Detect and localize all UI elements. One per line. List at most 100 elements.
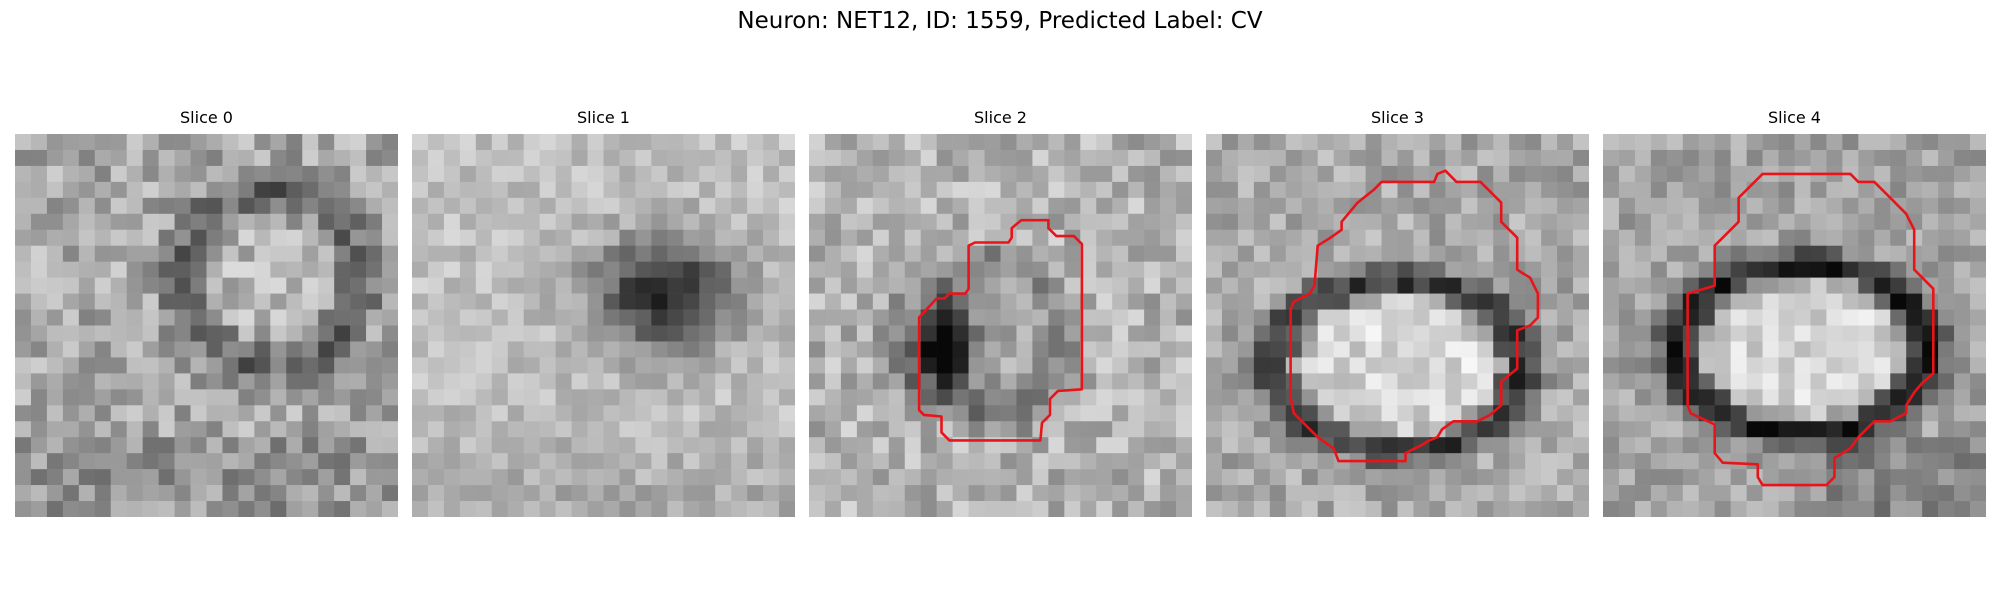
image-pixel — [635, 357, 652, 374]
image-pixel — [571, 501, 588, 517]
image-pixel — [1954, 357, 1971, 374]
image-pixel — [427, 469, 445, 486]
image-pixel — [1603, 373, 1620, 390]
image-pixel — [270, 469, 287, 486]
image-pixel — [1938, 405, 1955, 422]
image-pixel — [1128, 421, 1145, 438]
image-pixel — [1477, 213, 1494, 231]
image-pixel — [1541, 197, 1558, 215]
image-pixel — [1858, 373, 1875, 390]
image-pixel — [1429, 149, 1446, 167]
image-pixel — [1096, 277, 1113, 294]
image-pixel — [443, 501, 461, 517]
image-pixel — [824, 405, 842, 422]
image-pixel — [366, 165, 383, 183]
image-pixel — [46, 469, 64, 486]
image-pixel — [174, 245, 191, 262]
image-pixel — [1016, 134, 1033, 151]
image-pixel — [427, 149, 445, 167]
image-pixel — [1970, 405, 1986, 422]
image-pixel — [459, 229, 477, 247]
image-pixel — [699, 437, 716, 454]
image-pixel — [1144, 277, 1161, 294]
image-pixel — [1557, 134, 1574, 151]
image-pixel — [667, 501, 684, 517]
image-pixel — [1397, 149, 1414, 167]
image-pixel — [872, 357, 890, 374]
image-pixel — [1922, 357, 1939, 374]
image-pixel — [619, 229, 636, 247]
image-pixel — [1778, 421, 1795, 438]
image-pixel — [1778, 341, 1795, 358]
image-pixel — [920, 293, 937, 310]
image-pixel — [1096, 437, 1113, 454]
image-pixel — [747, 165, 764, 183]
image-pixel — [1826, 245, 1843, 262]
image-pixel — [747, 453, 764, 470]
image-pixel — [1509, 405, 1526, 422]
image-pixel — [46, 197, 64, 215]
image-pixel — [651, 469, 668, 486]
image-pixel — [1650, 213, 1668, 231]
image-pixel — [683, 245, 700, 262]
image-pixel — [1221, 309, 1239, 326]
image-pixel — [1778, 181, 1795, 199]
image-pixel — [1429, 405, 1446, 422]
image-pixel — [1381, 245, 1398, 262]
image-pixel — [46, 421, 64, 438]
image-pixel — [1429, 213, 1446, 231]
image-pixel — [158, 325, 175, 342]
image-pixel — [1160, 357, 1177, 374]
image-pixel — [1301, 134, 1319, 151]
image-pixel — [1890, 501, 1907, 517]
image-pixel — [1938, 389, 1955, 406]
image-pixel — [1000, 245, 1017, 262]
image-pixel — [1618, 437, 1636, 454]
image-pixel — [699, 373, 716, 390]
image-pixel — [1922, 421, 1939, 438]
image-pixel — [334, 149, 351, 167]
image-pixel — [904, 485, 922, 502]
image-pixel — [254, 134, 271, 151]
image-pixel — [747, 261, 764, 278]
image-pixel — [1253, 134, 1271, 151]
image-pixel — [1445, 197, 1462, 215]
image-pixel — [46, 357, 64, 374]
image-pixel — [1650, 357, 1668, 374]
image-pixel — [1349, 134, 1366, 151]
image-pixel — [1112, 501, 1129, 517]
image-pixel — [1397, 197, 1414, 215]
image-pixel — [571, 405, 588, 422]
image-pixel — [507, 293, 525, 310]
image-pixel — [856, 197, 874, 215]
image-pixel — [222, 165, 239, 183]
image-pixel — [1064, 309, 1081, 326]
image-pixel — [1714, 389, 1731, 406]
image-pixel — [1541, 485, 1558, 502]
image-pixel — [1269, 405, 1287, 422]
image-pixel — [1096, 341, 1113, 358]
image-pixel — [443, 277, 461, 294]
image-pixel — [206, 229, 223, 247]
image-pixel — [984, 501, 1001, 517]
image-pixel — [840, 405, 858, 422]
image-pixel — [190, 373, 207, 390]
image-pixel — [1461, 325, 1478, 342]
image-pixel — [1954, 421, 1971, 438]
image-pixel — [1144, 181, 1161, 199]
image-pixel — [984, 485, 1001, 502]
image-pixel — [888, 261, 906, 278]
image-pixel — [763, 373, 780, 390]
image-pixel — [1112, 293, 1129, 310]
image-pixel — [459, 437, 477, 454]
image-pixel — [936, 309, 953, 326]
image-pixel — [635, 485, 652, 502]
image-pixel — [1285, 309, 1303, 326]
image-pixel — [350, 437, 367, 454]
image-pixel — [555, 213, 572, 231]
image-pixel — [382, 373, 398, 390]
image-pixel — [824, 373, 842, 390]
image-pixel — [809, 325, 826, 342]
image-pixel — [1746, 453, 1763, 470]
image-pixel — [174, 325, 191, 342]
